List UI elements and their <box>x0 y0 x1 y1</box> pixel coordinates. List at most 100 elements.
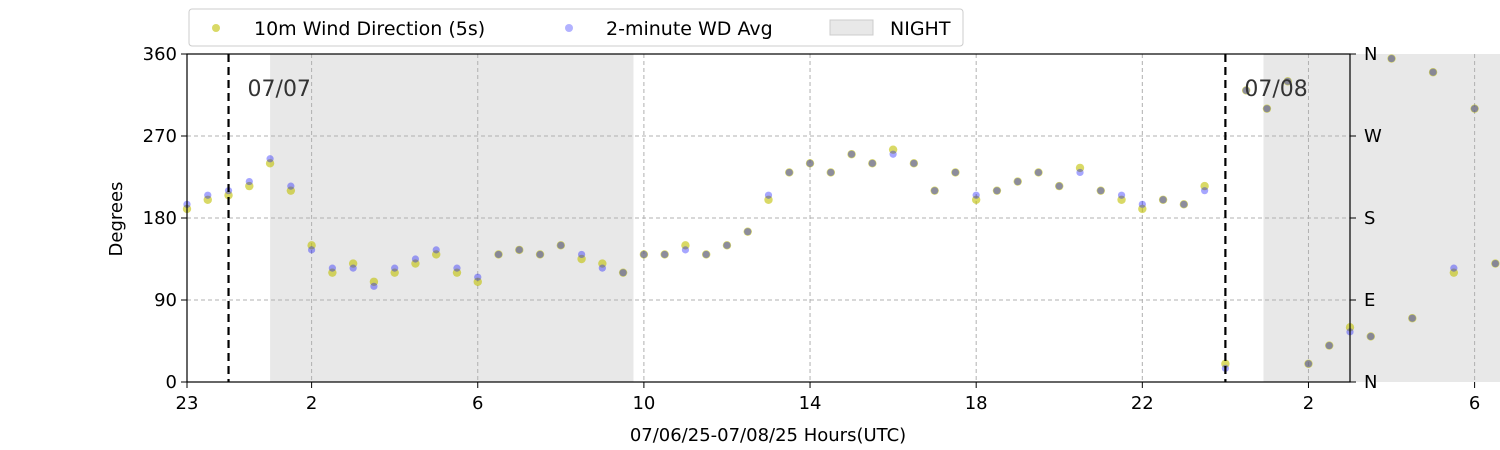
series-wind-direction-point <box>203 195 212 204</box>
series-wind-direction-point <box>764 195 773 204</box>
legend: 10m Wind Direction (5s) 2-minute WD Avg … <box>188 8 964 47</box>
series-wind-direction-point <box>328 268 337 277</box>
y-tick-label-right: N <box>1364 372 1377 393</box>
day-marker-label-1: 07/08 <box>1244 77 1307 102</box>
series-wd-avg-point <box>1076 168 1084 177</box>
series-wd-avg-point <box>1180 200 1188 208</box>
series-wd-avg-point <box>931 187 939 195</box>
y-tick-label-left: 270 <box>143 126 177 147</box>
series-wd-avg-point <box>681 246 690 254</box>
series-wd-avg-point <box>744 228 752 236</box>
x-tick-label: 22 <box>1131 393 1154 414</box>
series-wd-avg-point <box>661 250 669 259</box>
series-wind-direction-point <box>1304 359 1313 368</box>
series-wind-direction-point <box>307 241 316 250</box>
legend-patch-night <box>829 19 874 36</box>
series-wd-avg-point <box>598 264 606 272</box>
series-wd-avg-point <box>1159 196 1167 204</box>
series-wd-avg-point <box>1450 264 1458 272</box>
series-wind-direction-point <box>390 268 399 277</box>
series-wind-direction-point <box>452 268 462 277</box>
x-tick-label: 2 <box>306 393 317 414</box>
series-wind-direction-point <box>1158 195 1168 204</box>
series-wd-avg-point <box>349 264 357 272</box>
series-wind-direction-point <box>1241 86 1251 95</box>
series-wind-direction-point <box>245 181 254 191</box>
x-tick-label: 23 <box>176 393 199 414</box>
series-wind-direction-point <box>888 145 898 154</box>
series-wind-direction-point <box>515 245 524 255</box>
series-wd-avg-point <box>827 168 835 177</box>
series-wind-direction-point <box>909 159 919 168</box>
series-wind-direction-point <box>1055 181 1064 191</box>
series-wd-avg-point <box>1138 200 1146 208</box>
series-wd-avg-point <box>266 155 274 163</box>
series-wind-direction-point <box>951 168 960 177</box>
series-wd-avg-point <box>785 168 793 177</box>
y-tick-label-right: W <box>1364 126 1382 147</box>
x-tick-label: 6 <box>472 393 483 414</box>
series-wd-avg-point <box>245 177 253 186</box>
series-wd-avg-point <box>1055 182 1063 190</box>
series-wd-avg-point <box>806 159 814 167</box>
series-wd-avg-point <box>619 269 627 277</box>
series-wd-avg-point <box>1304 360 1313 368</box>
series-wind-direction-point <box>1117 195 1126 204</box>
series-wd-avg-point <box>411 255 420 263</box>
series-wind-direction-point <box>868 159 877 168</box>
x-tick-label: 2 <box>1303 393 1314 414</box>
series-wind-direction-point <box>1096 186 1105 195</box>
series-wind-direction-point <box>1138 204 1147 214</box>
series-wd-avg-point <box>308 246 316 254</box>
x-axis-label: 07/06/25-07/08/25 Hours(UTC) <box>630 425 906 446</box>
series-wind-direction-point <box>1221 359 1230 368</box>
series-wind-direction-point <box>286 186 296 195</box>
series-wd-avg-point <box>847 150 856 158</box>
series-wind-direction-point <box>432 250 441 259</box>
series-wind-direction-point <box>224 191 233 200</box>
series-wd-avg-point <box>1471 105 1479 113</box>
night-band-0 <box>270 54 634 382</box>
x-tick-label: 18 <box>965 393 988 414</box>
series-wind-direction-point <box>265 159 275 168</box>
series-wd-avg-point <box>1242 86 1250 95</box>
series-wind-direction-point <box>639 250 649 259</box>
series-wd-avg-point <box>972 191 980 199</box>
series-wd-avg-point <box>1117 191 1126 199</box>
series-wd-avg-point <box>474 273 482 281</box>
series-wd-avg-point <box>1201 187 1209 195</box>
series-wd-avg-point <box>515 246 523 254</box>
series-wd-avg-point <box>1367 332 1375 341</box>
series-wind-direction-point <box>598 259 607 268</box>
series-wd-avg-point <box>494 250 503 259</box>
series-wd-avg-point <box>577 250 586 259</box>
series-wd-avg-point <box>951 168 960 177</box>
series-wind-direction-point <box>1470 104 1479 113</box>
series-wd-avg-point <box>287 182 295 190</box>
x-tick-label: 14 <box>799 393 822 414</box>
series-wind-direction-point <box>1449 268 1459 277</box>
series-wd-avg-point <box>702 250 710 259</box>
series-wind-direction-point <box>577 254 586 264</box>
y-tick-label-right: N <box>1364 44 1377 65</box>
series-wind-direction-point <box>348 259 358 268</box>
series-wd-avg-point <box>432 246 440 254</box>
series-wind-direction-point <box>971 195 981 204</box>
series-wind-direction-point <box>618 268 628 277</box>
series-wind-direction-point <box>681 241 690 250</box>
series-wind-direction-point <box>494 250 503 259</box>
series-wd-avg-point <box>1263 105 1271 113</box>
y-tick-label-left: 360 <box>143 44 177 65</box>
x-tick-label: 10 <box>632 393 655 414</box>
y-tick-label-left: 0 <box>166 372 177 393</box>
series-wd-avg-point <box>328 264 336 272</box>
series-wd-avg-point <box>640 250 648 259</box>
x-tick-label: 6 <box>1469 393 1480 414</box>
series-wind-direction-point <box>1387 54 1396 63</box>
series-wd-avg-point <box>1014 177 1022 186</box>
series-wind-direction-point <box>660 250 669 259</box>
series-wd-avg-point <box>536 250 544 259</box>
series-wind-direction-point <box>826 168 836 177</box>
series-wind-direction-point <box>473 277 482 286</box>
